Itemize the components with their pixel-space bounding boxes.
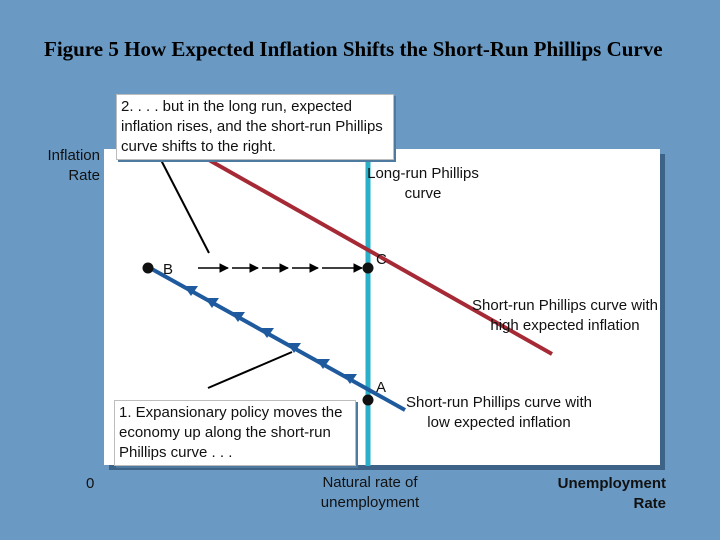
x-axis-label: Unemployment Rate (520, 474, 666, 514)
point-c-label: C (376, 251, 387, 268)
y-axis-label-line1: Inflation (47, 147, 100, 164)
sr-phillips-curve-high (208, 158, 553, 356)
bottom-note: 1. Expansionary policy moves the economy… (114, 400, 356, 466)
origin-label: 0 (86, 475, 95, 492)
y-axis-label-line2: Rate (68, 167, 100, 184)
y-axis-label: Inflation Rate (20, 146, 100, 186)
long-run-label: Long-run Phillips curve (367, 165, 479, 202)
top-note-pointer (160, 159, 210, 254)
top-note: 2. . . . but in the long run, expected i… (116, 94, 394, 160)
movement-arrows-along-sr-curve (184, 286, 357, 384)
point-b-marker (142, 262, 154, 274)
point-c-marker (362, 262, 374, 274)
x-axis-label-line1: Unemployment (557, 475, 666, 492)
point-a-marker (362, 394, 374, 406)
page-title: Figure 5 How Expected Inflation Shifts t… (44, 37, 663, 61)
bottom-note-pointer (207, 351, 293, 389)
sr-high-label: Short-run Phillips curve with high expec… (472, 297, 658, 334)
point-a-label: A (376, 379, 387, 396)
natural-rate-label: Natural rate of unemployment (320, 474, 420, 511)
point-b-label: B (163, 261, 174, 278)
x-axis-label-line2: Rate (633, 495, 666, 512)
sr-low-label: Short-run Phillips curve with low expect… (406, 394, 592, 431)
